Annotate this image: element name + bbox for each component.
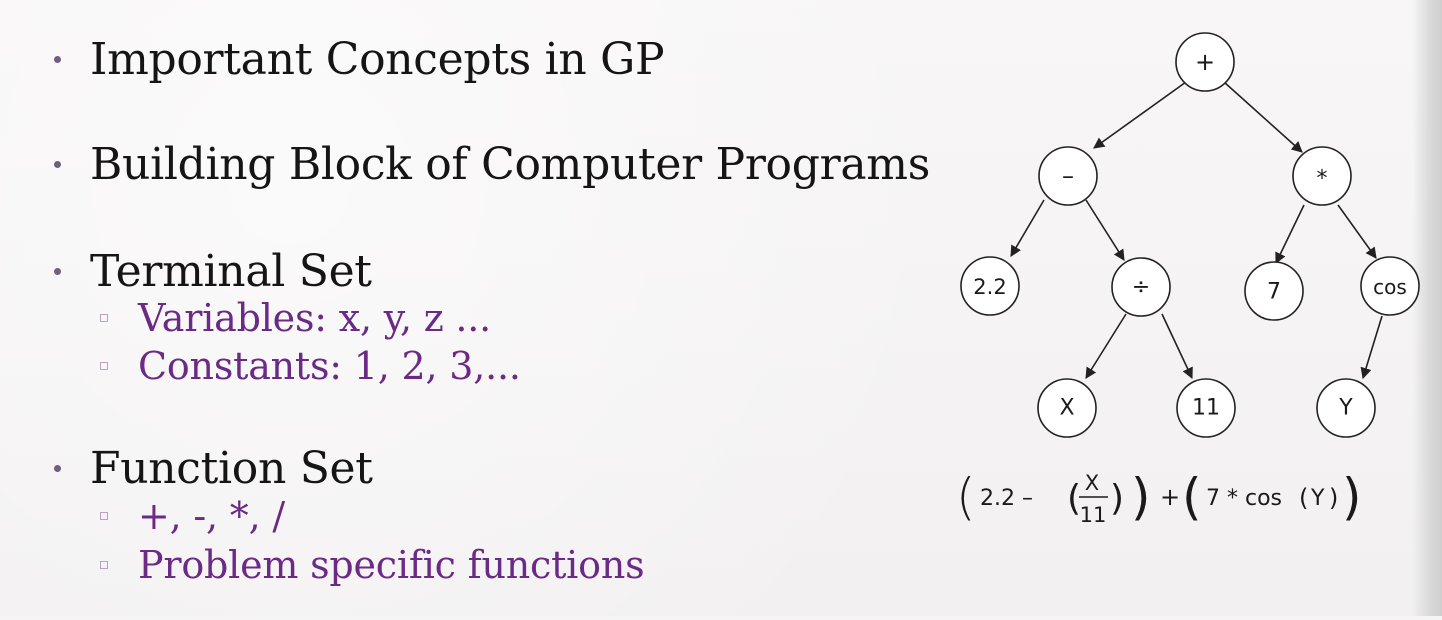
square-bullet-icon — [100, 362, 108, 370]
formula-part-1: 2.2 – — [980, 486, 1033, 511]
sub-bullet-text: Problem specific functions — [138, 543, 645, 587]
node-11 — [1176, 378, 1236, 438]
edge-minus-22 — [1010, 199, 1045, 257]
label-minus: – — [1062, 162, 1074, 190]
tree-edges — [1010, 81, 1383, 380]
formula-close-paren-inner: ) — [1110, 478, 1124, 519]
slide-edge-shadow — [1412, 0, 1442, 616]
node-root-plus — [1175, 32, 1235, 92]
sub-bullet-text: Constants: 1, 2, 3,... — [138, 344, 521, 388]
node-y — [1316, 378, 1376, 438]
bullet-text: Terminal Set — [90, 246, 372, 297]
sub-bullet-text: Variables: x, y, z ... — [138, 296, 492, 340]
formula-numerator: X — [1085, 471, 1099, 495]
bullet-text: Important Concepts in GP — [90, 34, 665, 85]
label-2-2: 2.2 — [973, 275, 1006, 299]
node-2-2 — [960, 256, 1020, 316]
edge-minus-div — [1085, 199, 1125, 261]
label-11: 11 — [1192, 396, 1220, 421]
tree-node-labels: + – * 2.2 ÷ 7 cos X 11 Y — [973, 48, 1407, 421]
node-x — [1037, 378, 1097, 438]
edge-cos-y — [1360, 315, 1383, 380]
formula-arg-y: Y — [1310, 486, 1325, 511]
node-cos — [1360, 256, 1420, 316]
node-minus — [1038, 146, 1098, 206]
formula-close-paren-outer-1: ) — [1131, 468, 1151, 526]
label-y: Y — [1338, 396, 1353, 421]
formula-open-paren-outer: ( — [956, 468, 976, 526]
edge-times-cos — [1337, 204, 1377, 259]
node-7 — [1244, 261, 1304, 321]
label-times: * — [1317, 167, 1328, 192]
square-bullet-icon — [100, 314, 108, 322]
formula-open-paren-outer-2: ( — [1182, 468, 1202, 526]
label-root-plus: + — [1195, 48, 1215, 76]
bullet-dot-icon — [54, 268, 61, 275]
formula-plus: + — [1160, 483, 1180, 511]
bullet-text: Function Set — [90, 443, 373, 494]
square-bullet-icon — [100, 561, 108, 569]
expression-formula: ( 2.2 – ( X 11 ) ) + ( 7 * cos ( Y ) ) — [956, 468, 1362, 527]
bullet-list: Important Concepts in GP Building Block … — [40, 0, 940, 616]
formula-close-paren-outer-2: ) — [1342, 468, 1362, 526]
node-times — [1292, 146, 1352, 206]
formula-close-paren-y: ) — [1329, 484, 1338, 512]
edge-root-times — [1223, 81, 1303, 153]
edge-times-7 — [1275, 204, 1305, 265]
expression-tree: + – * 2.2 ÷ 7 cos X 11 Y ( 2.2 – ( X 11 … — [940, 0, 1442, 616]
formula-part-2: 7 * cos — [1206, 486, 1282, 511]
square-bullet-icon — [100, 512, 108, 520]
label-x: X — [1059, 396, 1074, 421]
label-7: 7 — [1267, 280, 1281, 305]
edge-div-x — [1085, 313, 1127, 379]
tree-nodes — [960, 32, 1420, 438]
edge-root-minus — [1093, 81, 1187, 149]
sub-bullet-text: +, -, *, / — [138, 494, 285, 538]
bullet-text: Building Block of Computer Programs — [90, 139, 930, 190]
node-divide — [1111, 257, 1171, 317]
expression-tree-svg: + – * 2.2 ÷ 7 cos X 11 Y ( 2.2 – ( X 11 … — [956, 32, 1420, 527]
formula-denominator: 11 — [1080, 503, 1107, 527]
label-cos: cos — [1373, 275, 1407, 299]
formula-open-paren-y: ( — [1299, 484, 1308, 512]
formula-open-paren-inner: ( — [1067, 478, 1081, 519]
label-divide: ÷ — [1132, 275, 1150, 300]
bullet-dot-icon — [54, 465, 61, 472]
edge-div-11 — [1161, 313, 1193, 380]
bullet-dot-icon — [54, 161, 61, 168]
bullet-dot-icon — [54, 56, 61, 63]
